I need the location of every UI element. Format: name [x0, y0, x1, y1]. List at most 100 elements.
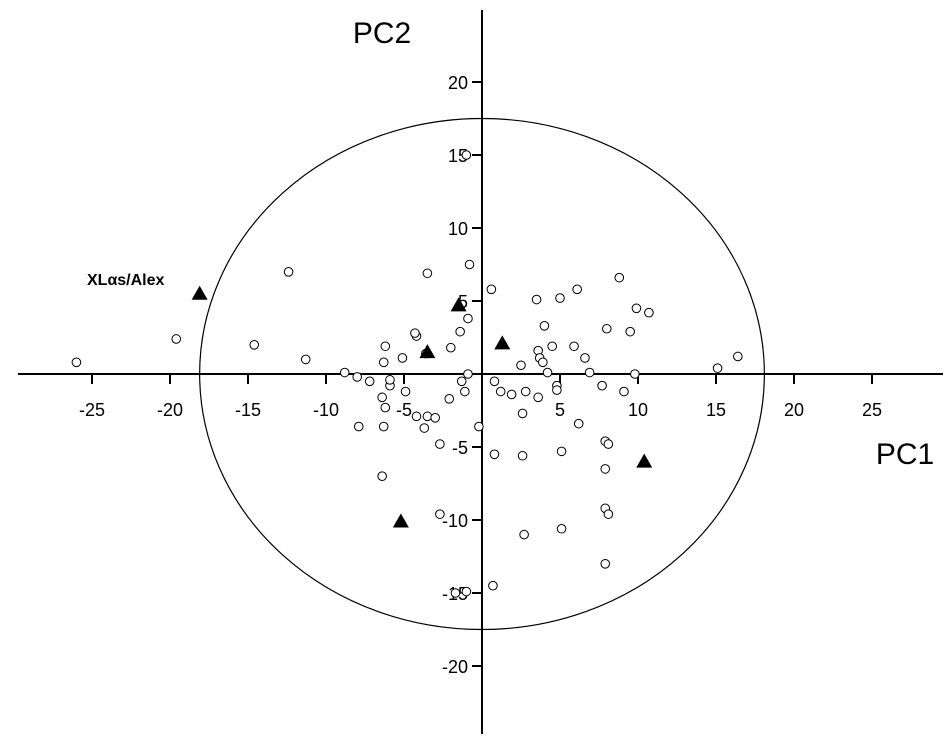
- x-tick-label: -5: [396, 400, 412, 420]
- data-point-circle: [461, 150, 472, 160]
- data-point-circle: [171, 334, 182, 344]
- annotation-label: XLαs/Alex: [87, 272, 165, 289]
- data-point-circle: [547, 341, 558, 352]
- x-tick-label: -10: [313, 400, 339, 420]
- data-point-triangle: [450, 297, 467, 312]
- data-point-circle: [556, 523, 567, 534]
- data-point-circle: [712, 363, 723, 373]
- data-point-triangle: [392, 513, 409, 528]
- x-tick-label: 10: [628, 400, 648, 420]
- x-tick-label: 15: [706, 400, 726, 420]
- data-point-circle: [249, 340, 260, 350]
- y-tick-label: 20: [448, 73, 468, 93]
- data-point-circle: [460, 386, 470, 397]
- data-point-circle: [300, 354, 311, 365]
- ellipse-layer: [199, 117, 765, 631]
- y-tick-label: 5: [458, 292, 468, 312]
- data-point-circle: [397, 353, 408, 363]
- data-point-circle: [283, 267, 294, 277]
- data-point-triangle: [191, 285, 208, 300]
- data-point-circle: [517, 450, 528, 461]
- data-point-circle: [517, 408, 528, 419]
- data-point-circle: [600, 559, 611, 569]
- data-point-circle: [631, 303, 642, 314]
- data-point-circle: [486, 284, 497, 295]
- data-point-circle: [584, 367, 595, 378]
- data-point-circle: [538, 357, 548, 368]
- data-point-circle: [435, 439, 445, 449]
- x-axis-title: PC1: [876, 438, 934, 471]
- y-tick-label: -5: [452, 438, 468, 458]
- data-point-circle: [488, 580, 498, 591]
- data-point-circle: [520, 386, 531, 397]
- x-tick-label: -20: [157, 400, 183, 420]
- x-tick-label: 5: [555, 400, 565, 420]
- data-point-circle: [339, 367, 350, 378]
- data-point-circle: [463, 313, 473, 324]
- confidence-ellipse: [199, 117, 765, 631]
- data-point-circle: [573, 418, 584, 429]
- data-point-circle: [411, 411, 422, 422]
- x-tick-label: -15: [235, 400, 261, 420]
- data-point-circle: [597, 380, 607, 391]
- data-point-circle: [495, 386, 506, 397]
- data-point-circle: [489, 449, 500, 460]
- data-point-circle: [456, 376, 467, 387]
- data-point-circle: [463, 369, 473, 379]
- data-point-circle: [603, 509, 614, 519]
- data-point-circle: [614, 272, 625, 283]
- data-point-circle: [644, 307, 654, 318]
- data-point-circle: [464, 259, 475, 270]
- data-point-circle: [533, 392, 543, 403]
- data-point-circle: [542, 367, 553, 378]
- data-point-circle: [364, 376, 375, 387]
- data-point-triangle: [419, 344, 436, 359]
- data-point-circle: [552, 385, 562, 395]
- data-point-circle: [444, 394, 455, 404]
- data-point-circle: [569, 341, 579, 352]
- x-tick-label: 25: [862, 400, 882, 420]
- data-point-circle: [380, 402, 391, 413]
- data-point-circle: [430, 413, 441, 423]
- data-point-circle: [555, 293, 565, 303]
- data-point-circle: [378, 421, 389, 432]
- y-tick-label: 10: [448, 219, 468, 239]
- data-point-circle: [71, 357, 82, 368]
- data-point-circle: [506, 389, 517, 400]
- data-point-circle: [519, 529, 529, 540]
- data-point-circle: [410, 328, 420, 338]
- y-tick-label: -20: [442, 657, 468, 677]
- data-point-circle: [625, 326, 636, 337]
- data-point-circle: [385, 375, 395, 385]
- data-point-circle: [455, 326, 465, 337]
- data-point-circle: [461, 586, 472, 597]
- data-point-circle: [474, 421, 484, 432]
- data-point-circle: [556, 446, 567, 457]
- data-point-circle: [380, 341, 391, 352]
- data-point-circle: [377, 392, 387, 403]
- data-point-circle: [619, 386, 629, 397]
- data-point-circle: [377, 471, 387, 482]
- data-point-circle: [419, 423, 430, 433]
- data-point-circle: [353, 421, 364, 432]
- points-layer: [71, 150, 743, 598]
- data-point-circle: [516, 360, 526, 371]
- data-point-circle: [531, 294, 542, 305]
- data-point-circle: [602, 323, 612, 334]
- data-point-circle: [630, 369, 640, 379]
- x-tick-label: -25: [79, 400, 105, 420]
- data-point-circle: [435, 509, 445, 519]
- data-point-circle: [446, 342, 456, 353]
- y-tick-label: -10: [442, 511, 468, 531]
- data-point-circle: [352, 372, 363, 382]
- data-point-circle: [603, 439, 614, 449]
- data-point-circle: [378, 357, 389, 368]
- data-point-circle: [539, 321, 550, 331]
- y-tick-label: 15: [448, 146, 468, 166]
- data-point-circle: [422, 411, 433, 422]
- data-point-circle: [600, 464, 611, 474]
- data-point-circle: [422, 268, 433, 279]
- data-point-triangle: [494, 335, 511, 350]
- x-tick-label: 20: [784, 400, 804, 420]
